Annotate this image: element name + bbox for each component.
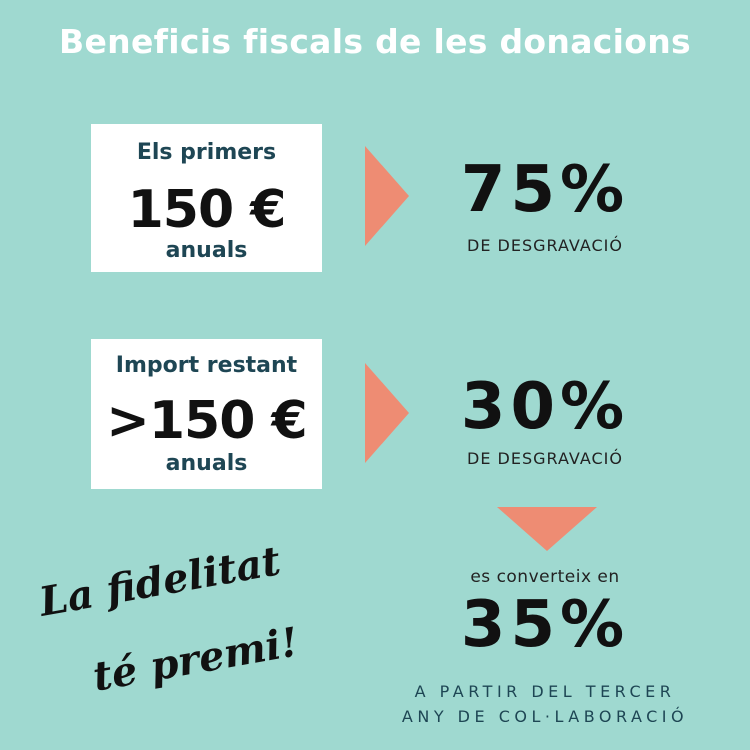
tier2-line1: Import restant	[115, 353, 298, 378]
tier1-label: DE DESGRAVACIÓ	[467, 236, 623, 255]
tier1-card: Els primers 150 € anuals	[91, 124, 322, 272]
arrow-right-icon	[365, 146, 409, 246]
arrow-down-icon	[497, 507, 597, 551]
tier1-line3: anuals	[165, 238, 248, 263]
arrow-right-icon	[365, 363, 409, 463]
page-title: Beneficis fiscals de les donacions	[59, 22, 691, 61]
tier1-percent: 75%	[460, 153, 630, 227]
tier1-line1: Els primers	[136, 140, 277, 165]
tier2-percent: 30%	[460, 370, 630, 444]
tier2-amount: >150 €	[106, 391, 307, 451]
loyalty-percent: 35%	[460, 588, 630, 662]
tier2-line3: anuals	[165, 451, 248, 476]
tier2-card: Import restant >150 € anuals	[91, 339, 322, 489]
footer-line2: ANY DE COL·LABORACIÓ	[401, 707, 689, 726]
slogan-line1: La fidelitat	[35, 537, 284, 626]
footer-line1: A PARTIR DEL TERCER	[414, 682, 676, 701]
tier1-amount: 150 €	[127, 180, 287, 240]
slogan-line2: té premi!	[89, 618, 302, 701]
tier2-label: DE DESGRAVACIÓ	[467, 449, 623, 468]
converts-text: es converteix en	[470, 567, 620, 587]
